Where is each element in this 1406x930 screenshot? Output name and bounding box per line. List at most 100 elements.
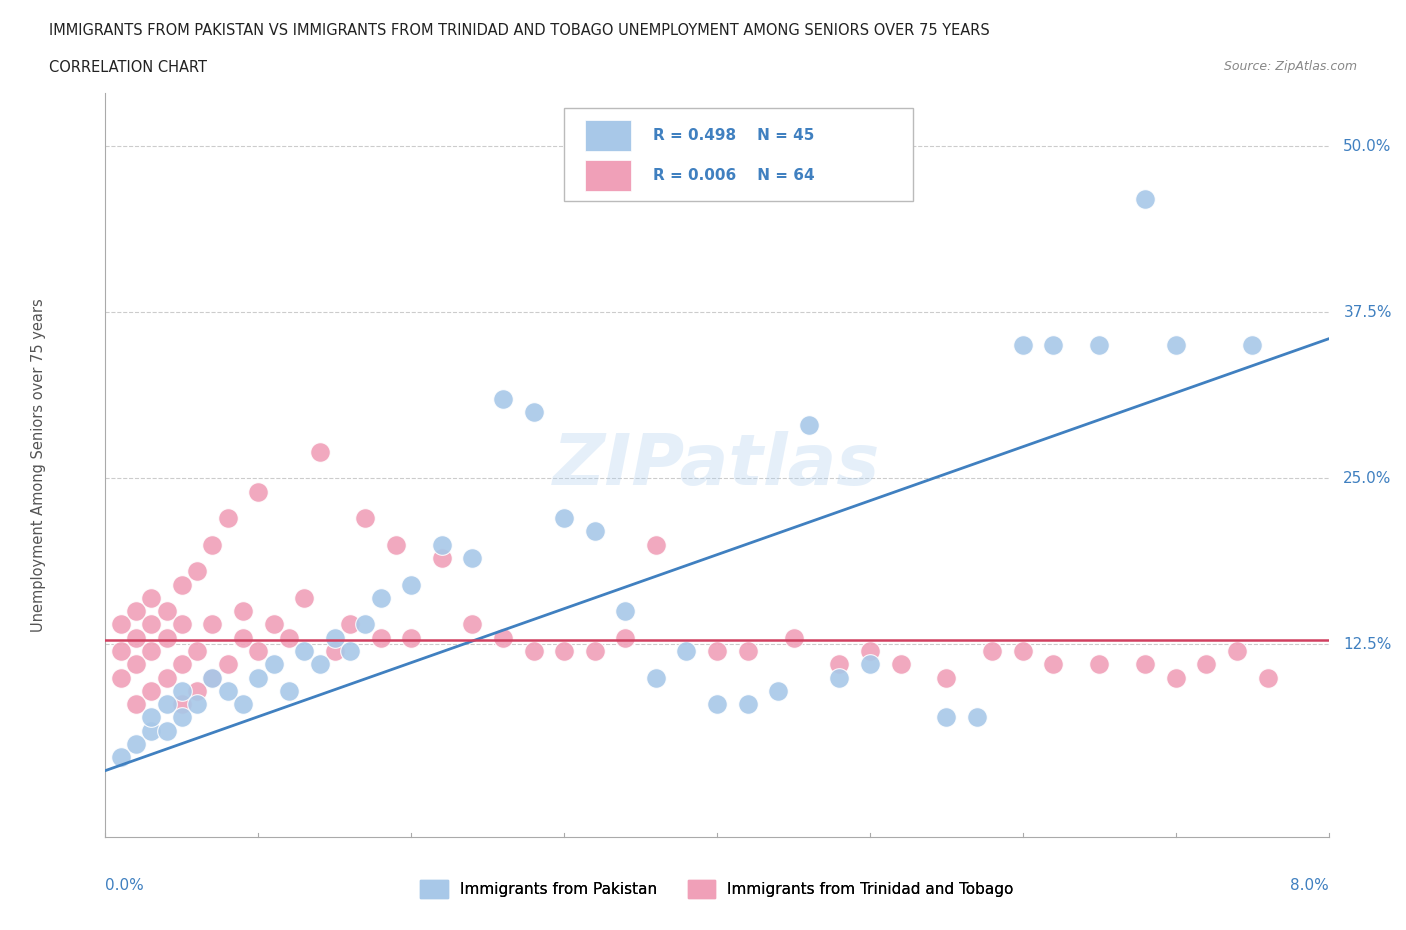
Point [706, 697, 728, 711]
Point [1226, 644, 1249, 658]
Point [141, 644, 163, 658]
Point [263, 617, 285, 631]
Point [614, 604, 637, 618]
Text: 0.0%: 0.0% [105, 878, 145, 893]
Point [675, 644, 697, 658]
Point [125, 631, 148, 645]
Point [170, 657, 193, 671]
Point [263, 657, 285, 671]
Point [1011, 338, 1033, 352]
Point [399, 631, 422, 645]
Point [354, 617, 377, 631]
FancyBboxPatch shape [585, 120, 631, 152]
Point [217, 511, 239, 525]
Point [292, 591, 315, 605]
Point [1088, 657, 1111, 671]
Point [1088, 338, 1111, 352]
Point [141, 724, 163, 738]
Point [155, 671, 177, 685]
Point [981, 644, 1004, 658]
Point [583, 524, 606, 538]
Text: 37.5%: 37.5% [1343, 305, 1392, 320]
Point [201, 538, 224, 552]
Point [125, 737, 148, 751]
Text: 50.0%: 50.0% [1343, 139, 1392, 153]
Point [323, 644, 346, 658]
Point [1011, 644, 1033, 658]
Point [110, 750, 132, 764]
Point [278, 631, 301, 645]
Text: R = 0.006    N = 64: R = 0.006 N = 64 [654, 168, 815, 183]
Point [141, 684, 163, 698]
Point [170, 697, 193, 711]
Point [170, 578, 193, 592]
Point [1241, 338, 1264, 352]
Point [935, 710, 957, 724]
Point [523, 405, 546, 419]
Point [737, 697, 759, 711]
Point [323, 631, 346, 645]
Point [706, 644, 728, 658]
Point [492, 631, 515, 645]
Point [155, 604, 177, 618]
Point [461, 617, 484, 631]
Point [859, 644, 882, 658]
Point [232, 631, 254, 645]
Point [155, 631, 177, 645]
Point [1042, 338, 1064, 352]
Point [110, 617, 132, 631]
Point [1195, 657, 1218, 671]
Point [170, 684, 193, 698]
Point [155, 724, 177, 738]
Point [247, 671, 270, 685]
Point [782, 631, 804, 645]
Text: IMMIGRANTS FROM PAKISTAN VS IMMIGRANTS FROM TRINIDAD AND TOBAGO UNEMPLOYMENT AMO: IMMIGRANTS FROM PAKISTAN VS IMMIGRANTS F… [49, 23, 990, 38]
Point [1133, 657, 1156, 671]
Point [523, 644, 546, 658]
Point [583, 644, 606, 658]
Point [247, 485, 270, 499]
Point [644, 538, 666, 552]
Point [399, 578, 422, 592]
Point [553, 511, 575, 525]
Point [339, 617, 361, 631]
Point [768, 684, 790, 698]
Point [201, 671, 224, 685]
Point [859, 657, 882, 671]
Point [125, 697, 148, 711]
Text: 25.0%: 25.0% [1343, 471, 1392, 485]
Point [278, 684, 301, 698]
Point [110, 644, 132, 658]
Point [170, 710, 193, 724]
Point [125, 657, 148, 671]
Point [292, 644, 315, 658]
Point [553, 644, 575, 658]
Point [797, 418, 820, 432]
Point [644, 671, 666, 685]
Point [370, 591, 392, 605]
Point [385, 538, 408, 552]
Point [247, 644, 270, 658]
Text: ZIPatlas: ZIPatlas [554, 431, 880, 499]
Point [828, 671, 851, 685]
Point [125, 604, 148, 618]
FancyBboxPatch shape [564, 108, 912, 201]
Point [141, 617, 163, 631]
Point [141, 591, 163, 605]
Point [186, 644, 208, 658]
Point [614, 631, 637, 645]
Point [110, 671, 132, 685]
Point [170, 617, 193, 631]
Point [308, 657, 330, 671]
Point [232, 697, 254, 711]
Point [217, 684, 239, 698]
Point [308, 445, 330, 459]
Point [737, 644, 759, 658]
Point [354, 511, 377, 525]
Text: 12.5%: 12.5% [1343, 637, 1392, 652]
Text: CORRELATION CHART: CORRELATION CHART [49, 60, 207, 75]
Point [1133, 192, 1156, 206]
Point [201, 671, 224, 685]
Point [889, 657, 911, 671]
Point [186, 564, 208, 578]
